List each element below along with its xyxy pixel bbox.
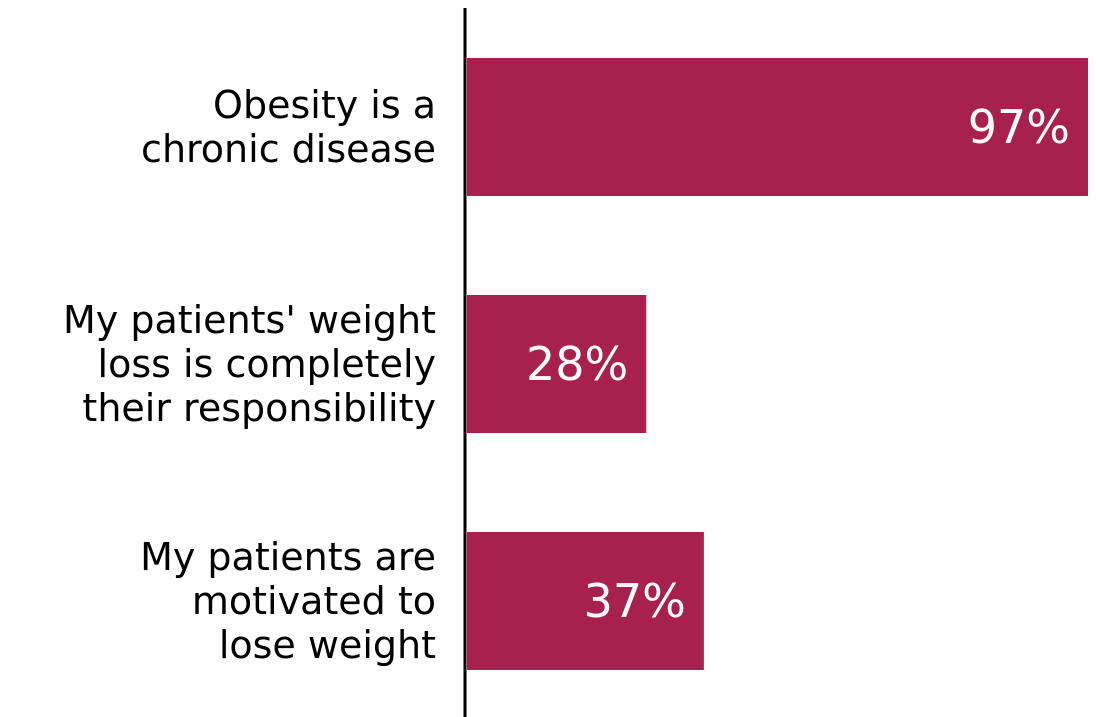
category-label-line: lose weight — [219, 623, 436, 667]
category-label-line: My patients are — [140, 535, 436, 579]
category-labels-layer: Obesity is a chronic disease My patients' … — [63, 83, 436, 667]
bars-layer: 97% 28% 37% — [467, 58, 1088, 670]
category-label-line: loss is completely — [98, 342, 436, 386]
category-label-line: My patients' weight — [63, 298, 436, 342]
bar-value-label: 37% — [584, 574, 686, 628]
bar-value-label: 97% — [968, 100, 1070, 154]
category-label: My patients' weight loss is completely the… — [63, 298, 436, 430]
category-label-line: Obesity is a — [213, 83, 436, 127]
category-label: My patients are motivated to lose weight — [140, 535, 436, 667]
category-label: Obesity is a chronic disease — [141, 83, 436, 171]
bar — [467, 295, 647, 433]
category-label-line: chronic disease — [141, 127, 436, 171]
bar — [467, 58, 1088, 196]
bar-value-label: 28% — [526, 337, 628, 391]
category-label-line: their responsibility — [82, 386, 436, 430]
category-label-line: motivated to — [192, 579, 436, 623]
bar — [467, 532, 704, 670]
